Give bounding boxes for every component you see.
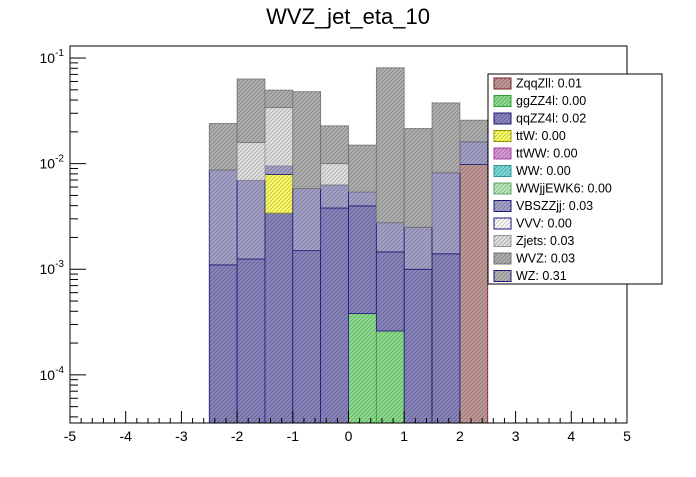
legend-entry-VVV: VVV: 0.00: [493, 217, 572, 231]
legend-entry-VBSZZjj: VBSZZjj: 0.03: [493, 199, 593, 213]
y-axis: 10-4 10-3 10-2 10-1: [40, 48, 86, 418]
bar-qqZZ4l-bin-6: [375, 251, 405, 332]
legend-label: ZqqZll: 0.01: [516, 77, 582, 91]
bar-qqZZ4l-bin-7: [403, 268, 433, 423]
bar-VBSZZjj-bin-2: [264, 165, 294, 175]
legend-entry-Zjets: Zjets: 0.03: [493, 234, 574, 248]
bar-ggZZ4l-bin-5: [348, 313, 377, 423]
legend-label: WWjjEWK6: 0.00: [516, 182, 612, 196]
bar-VBSZZjj-bin-9: [459, 141, 489, 165]
bar-qqZZ4l-bin-8: [431, 253, 461, 423]
legend-label: ttW: 0.00: [516, 129, 566, 143]
x-tick-label: 2: [456, 428, 464, 444]
histogram-bars: [208, 67, 489, 423]
x-tick-label: -5: [64, 428, 77, 444]
x-tick-label: -3: [175, 428, 188, 444]
legend-label: ttWW: 0.00: [516, 147, 578, 161]
bar-VBSZZjj-bin-4: [320, 184, 349, 209]
bar-qqZZ4l-bin-0: [208, 264, 238, 423]
legend-label: ggZZ4l: 0.00: [516, 94, 586, 108]
chart-title: WVZ_jet_eta_10: [266, 4, 430, 29]
bar-qqZZ4l-bin-2: [264, 212, 294, 423]
x-tick-label: 1: [400, 428, 408, 444]
legend-label: WVZ: 0.03: [516, 252, 575, 266]
legend-label: VVV: 0.00: [516, 217, 572, 231]
bar-VBSZZjj-bin-6: [375, 222, 405, 253]
bar-VBSZZjj-bin-7: [403, 226, 433, 270]
legend-entry-WW: WW: 0.00: [493, 164, 571, 178]
legend-entry-qqZZ4l: qqZZ4l: 0.02: [493, 112, 586, 126]
x-tick-label: -2: [231, 428, 244, 444]
legend-label: WW: 0.00: [516, 164, 571, 178]
bar-Zjets-bin-4: [320, 163, 349, 186]
bar-VBSZZjj-bin-5: [348, 191, 377, 207]
bar-VBSZZjj-bin-3: [292, 188, 322, 252]
bar-qqZZ4l-bin-1: [236, 258, 266, 423]
bar-WVZ-bin-8: [431, 102, 461, 174]
x-tick-label: 4: [567, 428, 575, 444]
x-tick-label: -1: [287, 428, 300, 444]
bar-WVZ-bin-4: [320, 125, 349, 165]
bar-Zjets-bin-1: [236, 142, 266, 181]
bar-WVZ-bin-1: [236, 78, 266, 143]
bar-ttW-bin-2: [264, 174, 294, 214]
bar-ZqqZll-bin-9: [459, 164, 489, 423]
bar-WVZ-bin-3: [292, 91, 322, 190]
legend-entry-ggZZ4l: ggZZ4l: 0.00: [493, 94, 586, 108]
bar-qqZZ4l-bin-4: [320, 207, 349, 423]
bar-WVZ-bin-5: [348, 144, 377, 193]
bar-ggZZ4l-bin-6: [375, 330, 405, 423]
bar-WVZ-bin-0: [208, 123, 238, 171]
legend-label: WZ: 0.31: [516, 269, 567, 283]
bar-qqZZ4l-bin-5: [348, 205, 377, 315]
legend-entry-WVZ: WVZ: 0.03: [493, 252, 575, 266]
bar-VBSZZjj-bin-8: [431, 172, 461, 255]
bar-VBSZZjj-bin-1: [236, 179, 266, 260]
bar-WVZ-bin-6: [375, 67, 405, 224]
bar-WVZ-bin-2: [264, 89, 294, 108]
x-tick-label: 5: [623, 428, 631, 444]
legend-label: qqZZ4l: 0.02: [516, 112, 586, 126]
x-axis: -5 -4 -3 -2 -1 0 1 2 3 4 5: [64, 411, 631, 444]
x-tick-label: 3: [512, 428, 520, 444]
legend-label: Zjets: 0.03: [516, 234, 574, 248]
bar-Zjets-bin-2: [264, 107, 294, 167]
y-tick-label: 10-2: [40, 154, 65, 172]
legend-entry-ZqqZll: ZqqZll: 0.01: [493, 77, 582, 91]
bar-WVZ-bin-9: [459, 119, 489, 143]
legend-entry-ttWW: ttWW: 0.00: [493, 147, 578, 161]
bar-qqZZ4l-bin-3: [292, 250, 322, 423]
y-tick-label: 10-4: [40, 365, 65, 383]
legend-entry-ttW: ttW: 0.00: [493, 129, 566, 143]
y-tick-label: 10-3: [40, 259, 65, 277]
legend: ZqqZll: 0.01 ggZZ4l: 0.00 qqZZ4l: 0.02 ttW:…: [487, 73, 663, 285]
legend-box: [487, 73, 663, 285]
x-tick-label: 0: [345, 428, 353, 444]
legend-label: VBSZZjj: 0.03: [516, 199, 593, 213]
bar-WVZ-bin-7: [403, 128, 433, 228]
legend-entry-WZ: WZ: 0.31: [493, 269, 567, 283]
x-tick-label: -4: [119, 428, 132, 444]
legend-entry-WWjjEWK6: WWjjEWK6: 0.00: [493, 182, 612, 196]
bar-VBSZZjj-bin-0: [208, 169, 238, 266]
y-tick-label: 10-1: [40, 48, 65, 66]
